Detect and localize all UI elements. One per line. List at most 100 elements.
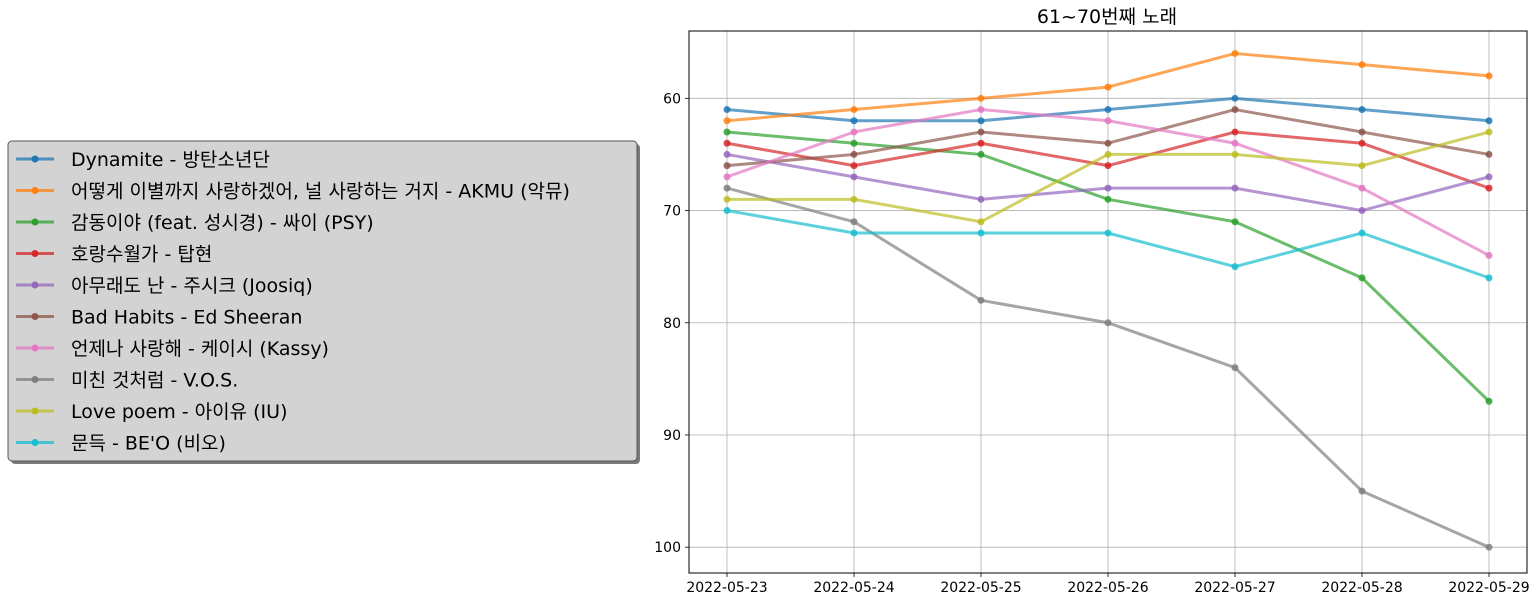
x-tick-label: 2022-05-24	[813, 580, 894, 596]
legend-marker	[31, 250, 39, 257]
data-point	[1485, 543, 1493, 551]
data-point	[977, 139, 985, 147]
data-point	[1358, 274, 1366, 282]
data-point	[1231, 184, 1239, 192]
plot-frame	[688, 30, 1528, 574]
axis-ticks: 2022-05-23 2022-05-24 2022-05-25 2022-05-26…	[654, 91, 1529, 596]
data-point	[723, 173, 731, 181]
data-point	[1485, 117, 1493, 125]
data-point	[1231, 106, 1239, 114]
legend-label: Bad Habits - Ed Sheeran	[71, 307, 302, 329]
data-point	[1231, 150, 1239, 158]
series-10	[723, 207, 1493, 282]
data-point	[723, 139, 731, 147]
legend-box	[7, 140, 638, 462]
data-point	[1231, 218, 1239, 226]
data-point	[850, 117, 858, 125]
data-point	[1485, 184, 1493, 192]
series-5	[723, 150, 1493, 215]
data-point	[1231, 139, 1239, 147]
data-point	[850, 128, 858, 136]
data-point	[977, 117, 985, 125]
data-point	[1485, 274, 1493, 282]
data-point	[1104, 162, 1112, 170]
data-point	[1104, 106, 1112, 114]
legend-label: 호랑수월가 - 탑현	[71, 244, 212, 266]
data-point	[1485, 72, 1493, 80]
legend-label: 감동이야 (feat. 성시경) - 싸이 (PSY)	[71, 212, 374, 234]
data-point	[1358, 229, 1366, 237]
y-tick-label: 70	[663, 204, 681, 220]
legend-item: 호랑수월가 - 탑현	[16, 244, 212, 266]
x-tick-label: 2022-05-27	[1194, 580, 1275, 596]
data-point	[1104, 195, 1112, 203]
legend-label: 문득 - BE'O (비오)	[71, 433, 226, 455]
data-point	[977, 229, 985, 237]
series-9	[723, 128, 1493, 226]
legend-marker	[31, 155, 39, 163]
data-point	[850, 150, 858, 158]
data-point	[723, 128, 731, 136]
data-point	[1104, 139, 1112, 147]
legend-marker	[31, 439, 39, 446]
data-point	[1358, 207, 1366, 215]
chart-title: 61~70번째 노래	[1037, 6, 1177, 28]
legend-label: 미친 것처럼 - V.O.S.	[71, 370, 238, 392]
series-6	[723, 106, 1493, 170]
data-point	[723, 150, 731, 158]
series-1	[723, 94, 1493, 125]
data-point	[850, 218, 858, 226]
legend-marker	[31, 407, 39, 415]
x-tick-label: 2022-05-26	[1067, 580, 1148, 596]
legend-marker	[31, 376, 39, 383]
legend-item: Dynamite - 방탄소년단	[16, 149, 270, 171]
data-point	[1485, 173, 1493, 181]
legend-label: 아무래도 난 - 주시크 (Joosiq)	[71, 275, 313, 297]
series-8	[723, 184, 1493, 551]
legend-item: Bad Habits - Ed Sheeran	[16, 307, 302, 329]
data-point	[1104, 83, 1112, 91]
legend-label: Love poem - 아이유 (IU)	[71, 401, 287, 423]
y-tick-label: 80	[663, 316, 681, 332]
legend-item: 아무래도 난 - 주시크 (Joosiq)	[16, 275, 313, 297]
legend-label: 어떻게 이별까지 사랑하겠어, 널 사랑하는 거지 - AKMU (악뮤)	[71, 181, 570, 203]
legend-item: 감동이야 (feat. 성시경) - 싸이 (PSY)	[16, 212, 374, 234]
data-point	[1485, 128, 1493, 136]
data-point	[1358, 61, 1366, 69]
series-7	[723, 106, 1493, 259]
data-point	[723, 117, 731, 125]
data-point	[977, 296, 985, 304]
data-point	[850, 173, 858, 181]
legend-item: 언제나 사랑해 - 케이시 (Kassy)	[16, 338, 329, 360]
data-point	[1104, 117, 1112, 125]
data-point	[723, 106, 731, 114]
data-point	[1485, 251, 1493, 259]
data-point	[977, 106, 985, 114]
data-point	[1485, 397, 1493, 405]
data-point	[850, 162, 858, 170]
legend-marker	[31, 187, 39, 194]
series-4	[723, 128, 1493, 192]
data-point	[723, 195, 731, 203]
legend-item: 어떻게 이별까지 사랑하겠어, 널 사랑하는 거지 - AKMU (악뮤)	[16, 181, 570, 203]
data-point	[850, 106, 858, 114]
data-point	[977, 128, 985, 136]
data-point	[1358, 128, 1366, 136]
data-point	[723, 207, 731, 215]
data-point	[1231, 128, 1239, 136]
data-point	[977, 218, 985, 226]
x-tick-label: 2022-05-23	[686, 580, 767, 596]
data-point	[1358, 487, 1366, 495]
data-point	[1231, 263, 1239, 271]
data-point	[1231, 49, 1239, 57]
y-tick-label: 90	[663, 428, 681, 444]
legend-marker	[31, 313, 39, 320]
legend-label: 언제나 사랑해 - 케이시 (Kassy)	[71, 338, 329, 360]
legend-marker	[31, 218, 39, 226]
data-point	[1104, 229, 1112, 237]
data-point	[977, 94, 985, 102]
y-tick-label: 60	[663, 91, 681, 107]
legend-marker	[31, 281, 39, 289]
y-tick-label: 100	[654, 540, 681, 556]
